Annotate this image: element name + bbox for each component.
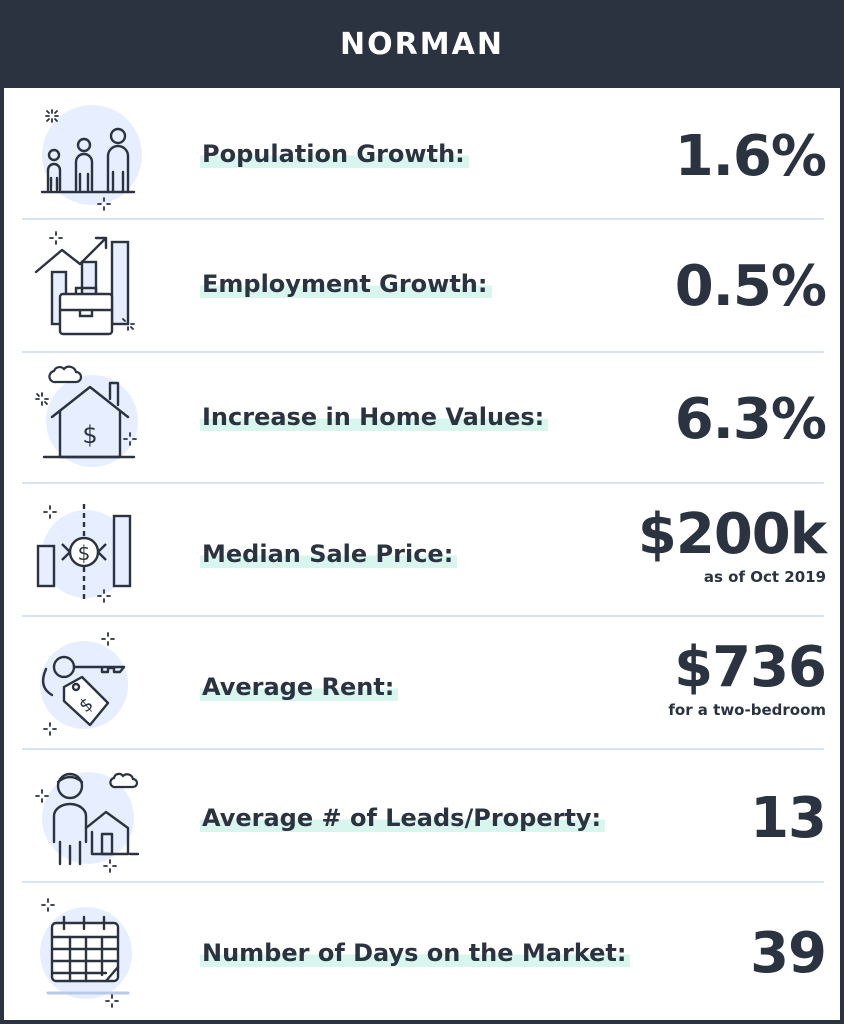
stat-value: 6.3% <box>674 387 827 452</box>
stat-value: $736 <box>674 635 827 700</box>
stat-label: Average Rent: <box>200 673 399 701</box>
stat-row-employment: Employment Growth: 0.5% <box>20 220 827 352</box>
row-divider <box>22 748 824 750</box>
stat-note: as of Oct 2019 <box>703 568 826 586</box>
stat-value: 1.6% <box>674 124 827 189</box>
stat-row-home-values: $ Increase in Home Values: 6.3% <box>20 353 827 483</box>
stat-label: Average # of Leads/Property: <box>200 804 606 832</box>
stat-value: 13 <box>750 786 827 851</box>
stat-label: Number of Days on the Market: <box>200 939 631 967</box>
svg-text:$: $ <box>82 421 97 449</box>
stat-label: Increase in Home Values: <box>200 403 549 431</box>
employment-chart-icon <box>34 230 144 340</box>
row-divider <box>22 482 824 484</box>
agent-house-icon <box>34 762 144 873</box>
row-divider <box>22 351 824 353</box>
stat-label: Population Growth: <box>200 140 469 168</box>
stat-row-leads: Average # of Leads/Property: 13 <box>20 750 827 882</box>
key-tag-icon: $ <box>34 629 144 739</box>
stat-value: 39 <box>750 921 827 986</box>
stat-label: Employment Growth: <box>200 270 492 298</box>
city-title: NORMAN <box>340 26 504 62</box>
stat-label: Median Sale Price: <box>200 540 458 568</box>
row-divider <box>22 218 824 220</box>
family-icon <box>34 100 144 211</box>
row-divider <box>22 615 824 617</box>
stat-row-average-rent: $ Average Rent: $736 for a two-bedroom <box>20 617 827 749</box>
stat-value: $200k <box>637 502 827 567</box>
stat-row-population: Population Growth: 1.6% <box>20 88 827 218</box>
stat-row-median-price: $ Median Sale Price: $200k as of Oct 201… <box>20 484 827 616</box>
stat-value: 0.5% <box>674 254 827 319</box>
stats-panel: Population Growth: 1.6% <box>4 88 840 1020</box>
price-exchange-icon: $ <box>34 496 144 606</box>
header-bar: NORMAN <box>0 0 844 88</box>
stat-row-days-on-market: Number of Days on the Market: 39 <box>20 883 827 1019</box>
row-divider <box>22 881 824 883</box>
stat-note: for a two-bedroom <box>668 701 826 719</box>
svg-text:$: $ <box>78 541 91 565</box>
calendar-icon <box>34 897 144 1008</box>
home-value-icon: $ <box>34 361 144 471</box>
